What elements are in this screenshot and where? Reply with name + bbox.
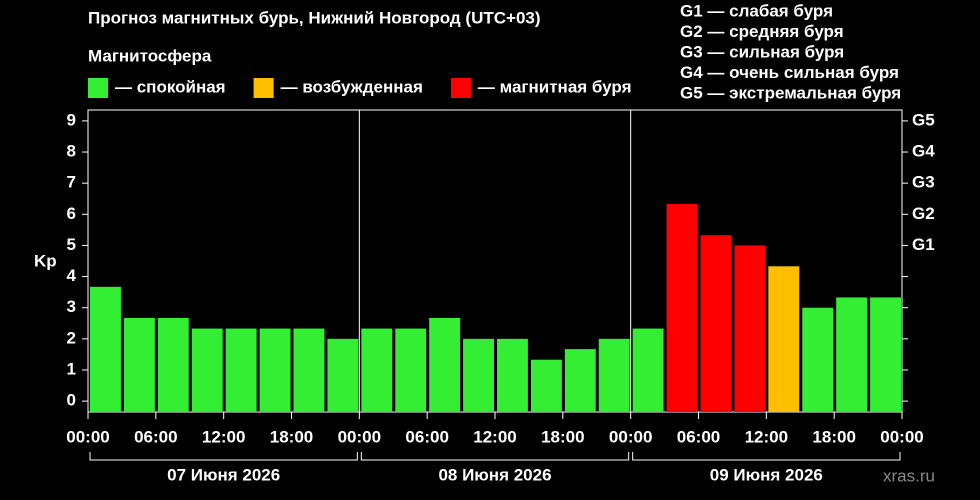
- y2-tick-label: G4: [912, 142, 935, 161]
- bar: [259, 328, 291, 412]
- y-axis-label: Kp: [34, 251, 57, 270]
- bar: [666, 204, 698, 412]
- bar: [497, 338, 528, 412]
- bar: [157, 317, 189, 412]
- y2-tick-label: G2: [912, 204, 935, 223]
- bar: [734, 245, 766, 412]
- y-tick-label: 6: [67, 204, 76, 223]
- group-bracket: [89, 452, 358, 461]
- legend-title: Магнитосфера: [88, 46, 212, 65]
- y-tick-label: 8: [67, 142, 76, 161]
- y-tick-label: 7: [67, 173, 76, 192]
- bar: [768, 266, 800, 412]
- x-tick-label: 00:00: [66, 427, 109, 446]
- bar: [463, 338, 494, 412]
- storm-level: G4 — очень сильная буря: [680, 63, 899, 82]
- y-tick-label: 9: [67, 110, 76, 129]
- group-label: 09 Июня 2026: [710, 465, 823, 484]
- x-tick-label: 00:00: [609, 427, 652, 446]
- bar: [395, 328, 427, 412]
- y2-tick-label: G3: [912, 173, 935, 192]
- x-tick-label: 12:00: [473, 427, 516, 446]
- legend-swatch: [450, 78, 471, 98]
- legend-label: — возбужденная: [281, 77, 423, 96]
- x-tick-label: 18:00: [541, 427, 584, 446]
- x-tick-label: 12:00: [745, 427, 788, 446]
- group-bracket: [360, 452, 630, 461]
- bar: [225, 328, 257, 412]
- x-tick-label: 18:00: [812, 427, 855, 446]
- bar: [327, 338, 359, 412]
- y-tick-label: 0: [67, 391, 76, 410]
- x-tick-label: 06:00: [134, 427, 177, 446]
- bar: [870, 297, 901, 412]
- storm-level: G1 — слабая буря: [680, 1, 833, 20]
- bar: [361, 328, 393, 412]
- group-bracket: [632, 452, 901, 461]
- storm-level: G3 — сильная буря: [680, 42, 844, 61]
- legend-label: — спокойная: [115, 77, 226, 96]
- bar: [598, 338, 630, 412]
- x-tick-label: 18:00: [270, 427, 313, 446]
- x-tick-label: 12:00: [202, 427, 245, 446]
- bar: [530, 359, 562, 412]
- storm-level: G5 — экстремальная буря: [680, 83, 901, 102]
- y-tick-label: 4: [67, 266, 77, 285]
- bar: [564, 349, 596, 412]
- y-tick-label: 2: [67, 328, 76, 347]
- bar: [700, 235, 732, 412]
- bar: [802, 307, 834, 412]
- y2-tick-label: G5: [912, 110, 935, 129]
- storm-level: G2 — средняя буря: [680, 22, 844, 41]
- y-tick-label: 5: [67, 235, 76, 254]
- chart-title: Прогноз магнитных бурь, Нижний Новгород …: [88, 8, 541, 27]
- y-tick-label: 1: [67, 359, 76, 378]
- y-tick-label: 3: [67, 297, 76, 316]
- x-tick-label: 00:00: [880, 427, 923, 446]
- bar: [429, 317, 461, 412]
- watermark: xras.ru: [883, 466, 935, 485]
- bar: [836, 297, 868, 412]
- legend-swatch: [253, 78, 274, 98]
- bar: [632, 328, 664, 412]
- x-tick-label: 06:00: [677, 427, 720, 446]
- bar: [293, 328, 325, 412]
- legend-swatch: [88, 78, 108, 98]
- x-tick-label: 00:00: [338, 427, 381, 446]
- y2-tick-label: G1: [912, 235, 935, 254]
- bar: [191, 328, 223, 412]
- group-label: 08 Июня 2026: [438, 465, 551, 484]
- x-tick-label: 06:00: [405, 427, 448, 446]
- bar: [90, 286, 121, 412]
- group-label: 07 Июня 2026: [167, 465, 280, 484]
- bar: [123, 317, 155, 412]
- legend-label: — магнитная буря: [478, 77, 632, 96]
